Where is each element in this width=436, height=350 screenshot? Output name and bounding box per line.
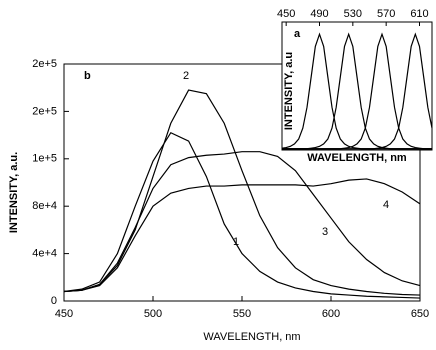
x-tick-label: 450 <box>277 8 295 20</box>
curve-label: 3 <box>322 226 328 238</box>
x-axis-label: WAVELENGTH, nm <box>203 331 300 343</box>
line-series <box>63 89 421 296</box>
panel-label: a <box>294 28 301 40</box>
line-series <box>282 32 433 150</box>
curve-label: 1 <box>233 236 239 248</box>
y-tick-label: 0 <box>51 295 57 307</box>
y-tick-label: 2e+5 <box>32 105 57 117</box>
y-tick-label: 8e+4 <box>32 200 57 212</box>
inset-background <box>282 22 432 150</box>
plot-frame <box>281 21 433 151</box>
line-series <box>63 178 421 293</box>
x-tick-label: 490 <box>310 8 328 20</box>
x-tick-label: 550 <box>233 308 251 320</box>
x-tick-label: 570 <box>377 8 395 20</box>
x-axis-label: WAVELENGTH, nm <box>307 152 407 164</box>
line-series <box>63 131 421 299</box>
panel-label: b <box>84 70 91 82</box>
curve-label: 2 <box>183 70 189 82</box>
x-tick-label: 600 <box>322 308 340 320</box>
x-tick-label: 610 <box>410 8 428 20</box>
y-tick-label: 1e+5 <box>32 153 57 165</box>
x-tick-label: 650 <box>411 308 429 320</box>
y-tick-label: 2e+5 <box>32 58 57 70</box>
line-series <box>63 151 421 293</box>
x-tick-label: 500 <box>144 308 162 320</box>
y-axis-label: INTENSITY, a.u. <box>8 152 20 233</box>
curve-label: 4 <box>383 199 389 211</box>
y-tick-label: 4e+4 <box>32 248 57 260</box>
x-tick-label: 450 <box>55 308 73 320</box>
x-tick-label: 530 <box>344 8 362 20</box>
y-axis-label: INTENSITY, a.u <box>283 52 295 130</box>
